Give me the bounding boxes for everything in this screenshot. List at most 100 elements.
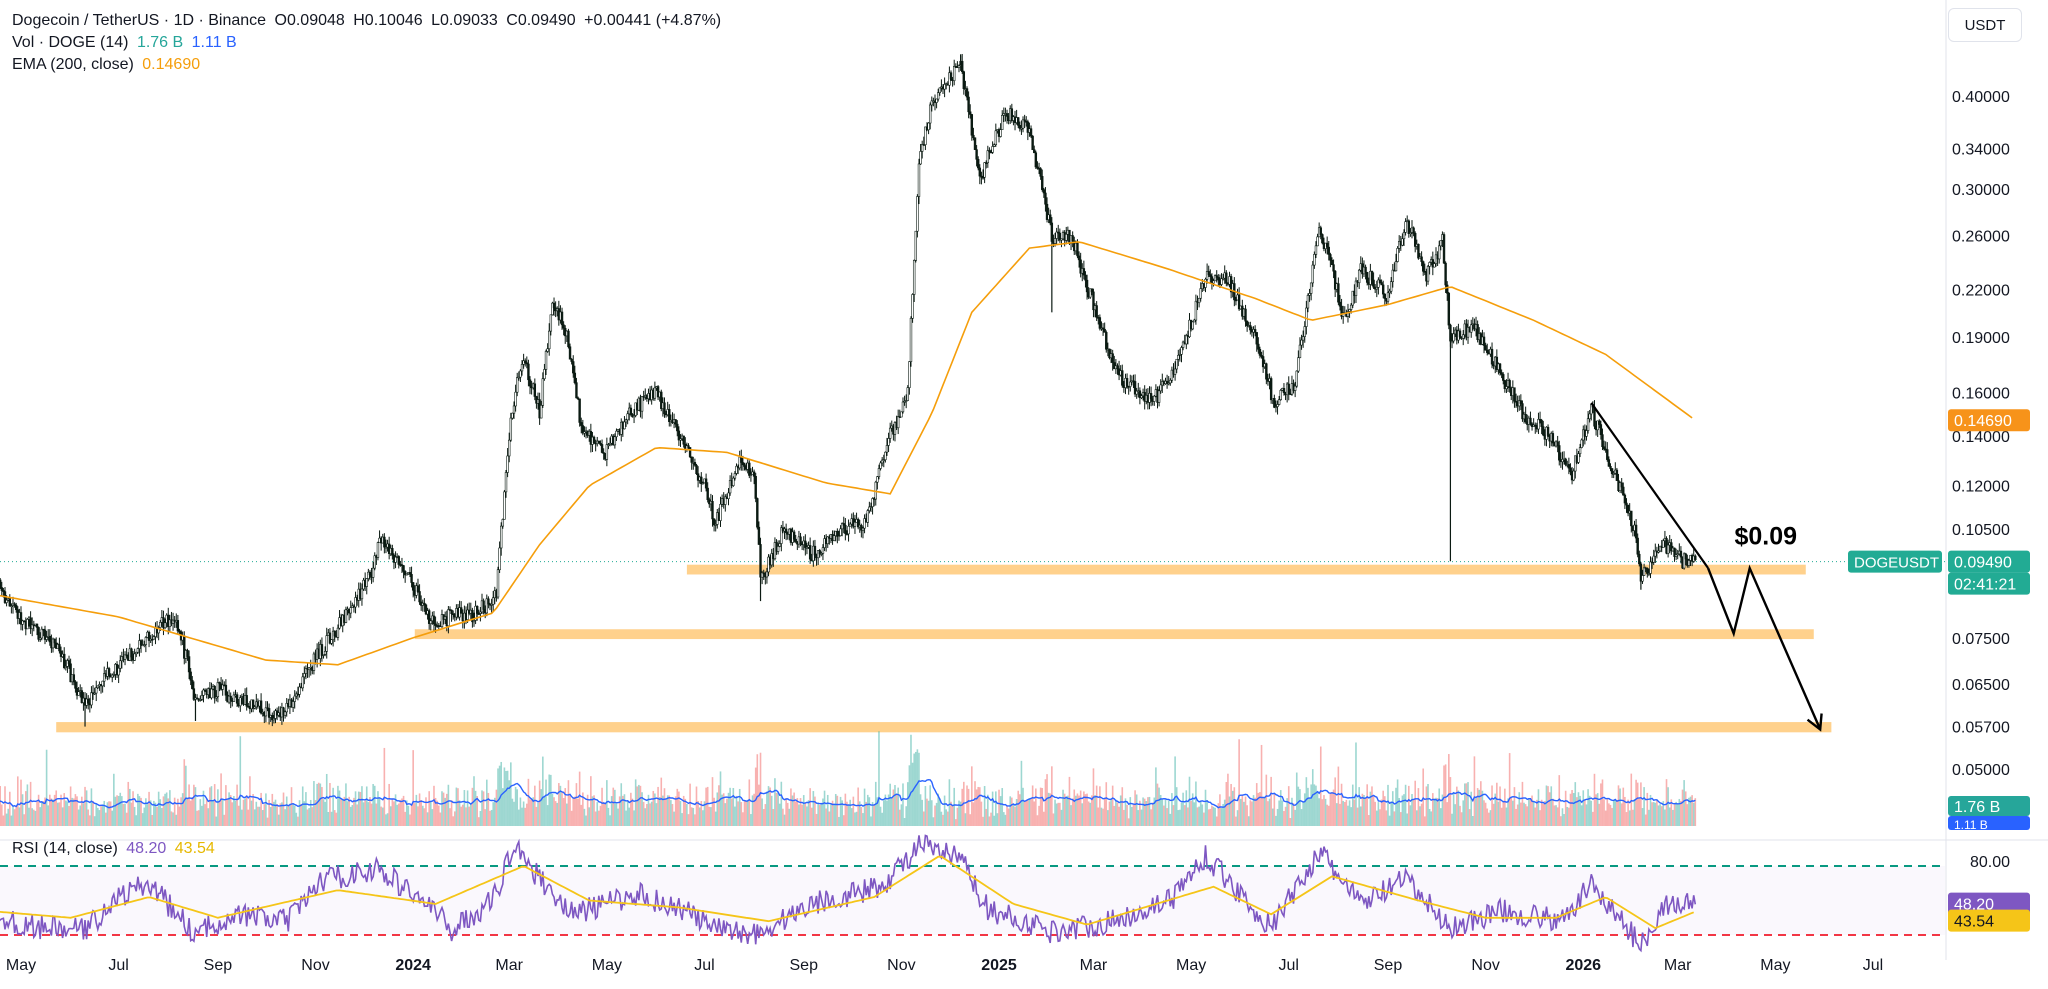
candle-body — [195, 697, 199, 700]
volume-bar — [223, 814, 226, 826]
volume-bar — [583, 808, 586, 826]
volume-bar — [1576, 797, 1578, 826]
candle-body — [1498, 363, 1502, 373]
volume-bar — [42, 801, 45, 826]
volume-bar — [271, 793, 274, 826]
volume-bar — [858, 801, 861, 826]
price-candles — [0, 53, 1697, 727]
volume-bar — [770, 795, 773, 826]
candle-body — [1500, 372, 1503, 375]
volume-bar — [1235, 816, 1237, 826]
volume-bar — [750, 814, 752, 826]
candle-body — [1269, 378, 1273, 401]
volume-bar — [689, 783, 691, 826]
volume-bar — [1302, 802, 1304, 826]
candle-body — [1309, 282, 1313, 294]
volume-bar — [1467, 782, 1469, 826]
volume-bar — [489, 810, 491, 826]
candle-body — [965, 88, 969, 98]
volume-bar — [1443, 765, 1445, 826]
volume-bar — [439, 812, 442, 826]
volume-bar — [369, 797, 371, 826]
candle-body — [1101, 327, 1105, 330]
volume-bar — [873, 804, 875, 826]
volume-bar — [1502, 800, 1505, 826]
candle-body — [1646, 567, 1649, 574]
volume-bar — [1572, 793, 1575, 826]
volume-bar — [353, 797, 355, 826]
candle-body — [1090, 288, 1094, 293]
candle-body — [487, 598, 490, 605]
volume-bar — [425, 797, 427, 826]
volume-bar — [1107, 810, 1109, 826]
volume-bar — [385, 814, 387, 826]
candle-body — [919, 151, 922, 165]
volume-bar — [495, 789, 498, 826]
volume-bar — [210, 786, 213, 826]
volume-bar — [615, 803, 618, 826]
volume-bar — [863, 788, 866, 826]
volume-bar — [1585, 804, 1588, 826]
volume-bar — [855, 811, 858, 826]
volume-bar — [229, 795, 232, 826]
volume-bar — [926, 798, 928, 826]
volume-bar — [466, 790, 469, 826]
candle-body — [333, 630, 336, 637]
candle-body — [239, 697, 242, 707]
candle-body — [202, 689, 205, 696]
volume-bar — [453, 811, 456, 826]
candle-body — [1383, 293, 1386, 299]
volume-bar — [348, 796, 350, 826]
volume-bar — [1489, 810, 1492, 826]
volume-bar — [244, 798, 246, 826]
candle-body — [1381, 284, 1385, 295]
volume-bar — [1159, 794, 1162, 826]
candle-body — [936, 92, 940, 100]
candle-body — [957, 65, 961, 69]
volume-bar — [687, 814, 690, 826]
volume-bar — [1244, 796, 1247, 826]
candle-body — [1348, 309, 1351, 312]
volume-bar — [1300, 809, 1303, 826]
volume-bar — [89, 815, 91, 826]
volume-bar — [1681, 789, 1684, 826]
volume-bar — [658, 797, 661, 826]
volume-bar — [967, 788, 970, 826]
candle-body — [1641, 575, 1644, 582]
time-tick-may-0: May — [6, 957, 36, 974]
volume-bar — [804, 803, 807, 826]
candle-body — [147, 631, 151, 641]
candle-body — [429, 620, 432, 624]
volume-bar — [34, 810, 37, 826]
candle-body — [600, 444, 604, 453]
volume-bar — [47, 805, 50, 826]
currency-button[interactable]: USDT — [1948, 8, 2022, 42]
volume-bar — [929, 785, 931, 826]
volume-bar — [614, 789, 616, 826]
volume-bar — [1273, 793, 1276, 826]
volume-bar — [36, 801, 38, 826]
volume-bar — [1451, 813, 1453, 826]
volume-bar — [1651, 802, 1653, 826]
symbol-badge-bg — [1848, 550, 1942, 573]
candle-body — [213, 686, 216, 699]
volume-bar — [586, 794, 589, 826]
volume-bar — [1608, 803, 1610, 826]
candle-body — [1402, 232, 1406, 240]
candle-body — [1569, 467, 1572, 473]
rsi-label: RSI (14, close) — [12, 840, 118, 857]
rsi-badge: 48.20 — [1954, 897, 1994, 914]
support-zone-3 — [56, 722, 1832, 733]
volume-bar — [1460, 812, 1463, 826]
volume-bar — [1278, 800, 1280, 826]
volume-bar — [276, 804, 278, 826]
symbol-badge: DOGEUSDT — [1854, 555, 1939, 572]
volume-bar — [1257, 792, 1260, 826]
volume-bar — [367, 802, 370, 826]
candle-body — [908, 361, 911, 388]
volume-bar — [1417, 788, 1420, 826]
candle-body — [994, 130, 998, 146]
volume-bar — [1382, 790, 1384, 826]
volume-bar — [810, 807, 813, 826]
